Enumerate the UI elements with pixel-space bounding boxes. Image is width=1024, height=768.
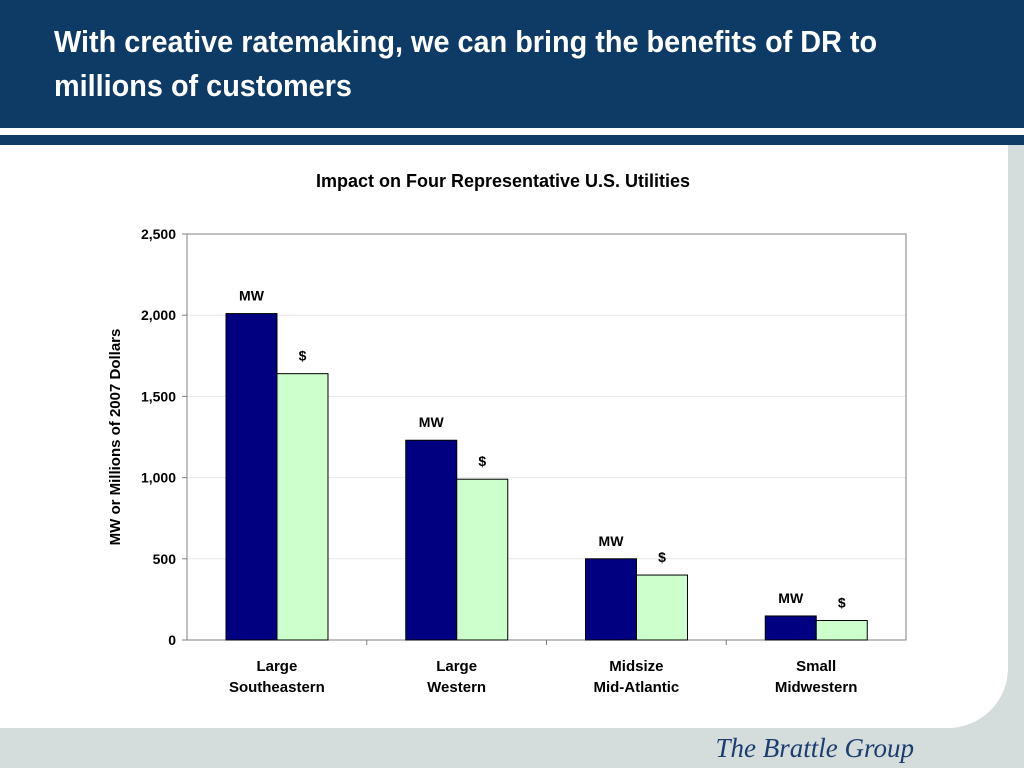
bar-dollars (276, 373, 329, 641)
x-tick-label: Large (256, 658, 297, 675)
bar-dollars (815, 620, 868, 641)
x-tick-label: Southeastern (229, 679, 325, 696)
data-label-dollars: $ (838, 595, 846, 611)
data-label-dollars: $ (478, 453, 486, 469)
data-label-mw: MW (239, 288, 265, 304)
brattle-logo: The Brattle Group (715, 733, 915, 763)
bars: MW $ MW $ MW $ MW $ (225, 288, 868, 641)
x-tick-label: Midwestern (775, 679, 858, 696)
bar-dollars (636, 574, 688, 641)
data-label-dollars: $ (299, 348, 307, 364)
y-tick-label: 1,000 (141, 470, 176, 486)
header-rule-light (0, 128, 1024, 135)
data-label-mw: MW (419, 414, 445, 430)
data-label-mw: MW (599, 533, 625, 549)
data-label-dollars: $ (658, 549, 666, 565)
slide-title: With creative ratemaking, we can bring t… (54, 24, 878, 103)
header-bar (0, 0, 1024, 128)
x-ticks: Large Southeastern Large Western Midsize Mid-… (229, 640, 857, 696)
x-tick-label: Western (427, 679, 486, 696)
y-tick-label: 0 (168, 632, 176, 648)
bar-dollars (456, 478, 509, 641)
x-tick-label: Midsize (609, 658, 663, 675)
bar-mw (764, 615, 817, 641)
y-tick-label: 500 (153, 551, 177, 567)
y-tick-label: 1,500 (141, 388, 176, 404)
bar-mw (405, 439, 458, 641)
x-tick-label: Small (796, 658, 836, 675)
bar-mw (585, 558, 637, 641)
y-ticks: 0 500 1,000 1,500 2,000 2,500 (141, 226, 187, 648)
chart-title: Impact on Four Representative U.S. Utili… (316, 171, 690, 191)
y-tick-label: 2,500 (141, 226, 176, 242)
x-tick-label: Large (436, 658, 477, 675)
data-label-mw: MW (778, 590, 804, 606)
y-axis-label: MW or Millions of 2007 Dollars (107, 329, 124, 546)
header-rule-dark (0, 135, 1024, 145)
bar-mw (225, 313, 278, 641)
y-tick-label: 2,000 (141, 307, 176, 323)
x-tick-label: Mid-Atlantic (593, 679, 679, 696)
